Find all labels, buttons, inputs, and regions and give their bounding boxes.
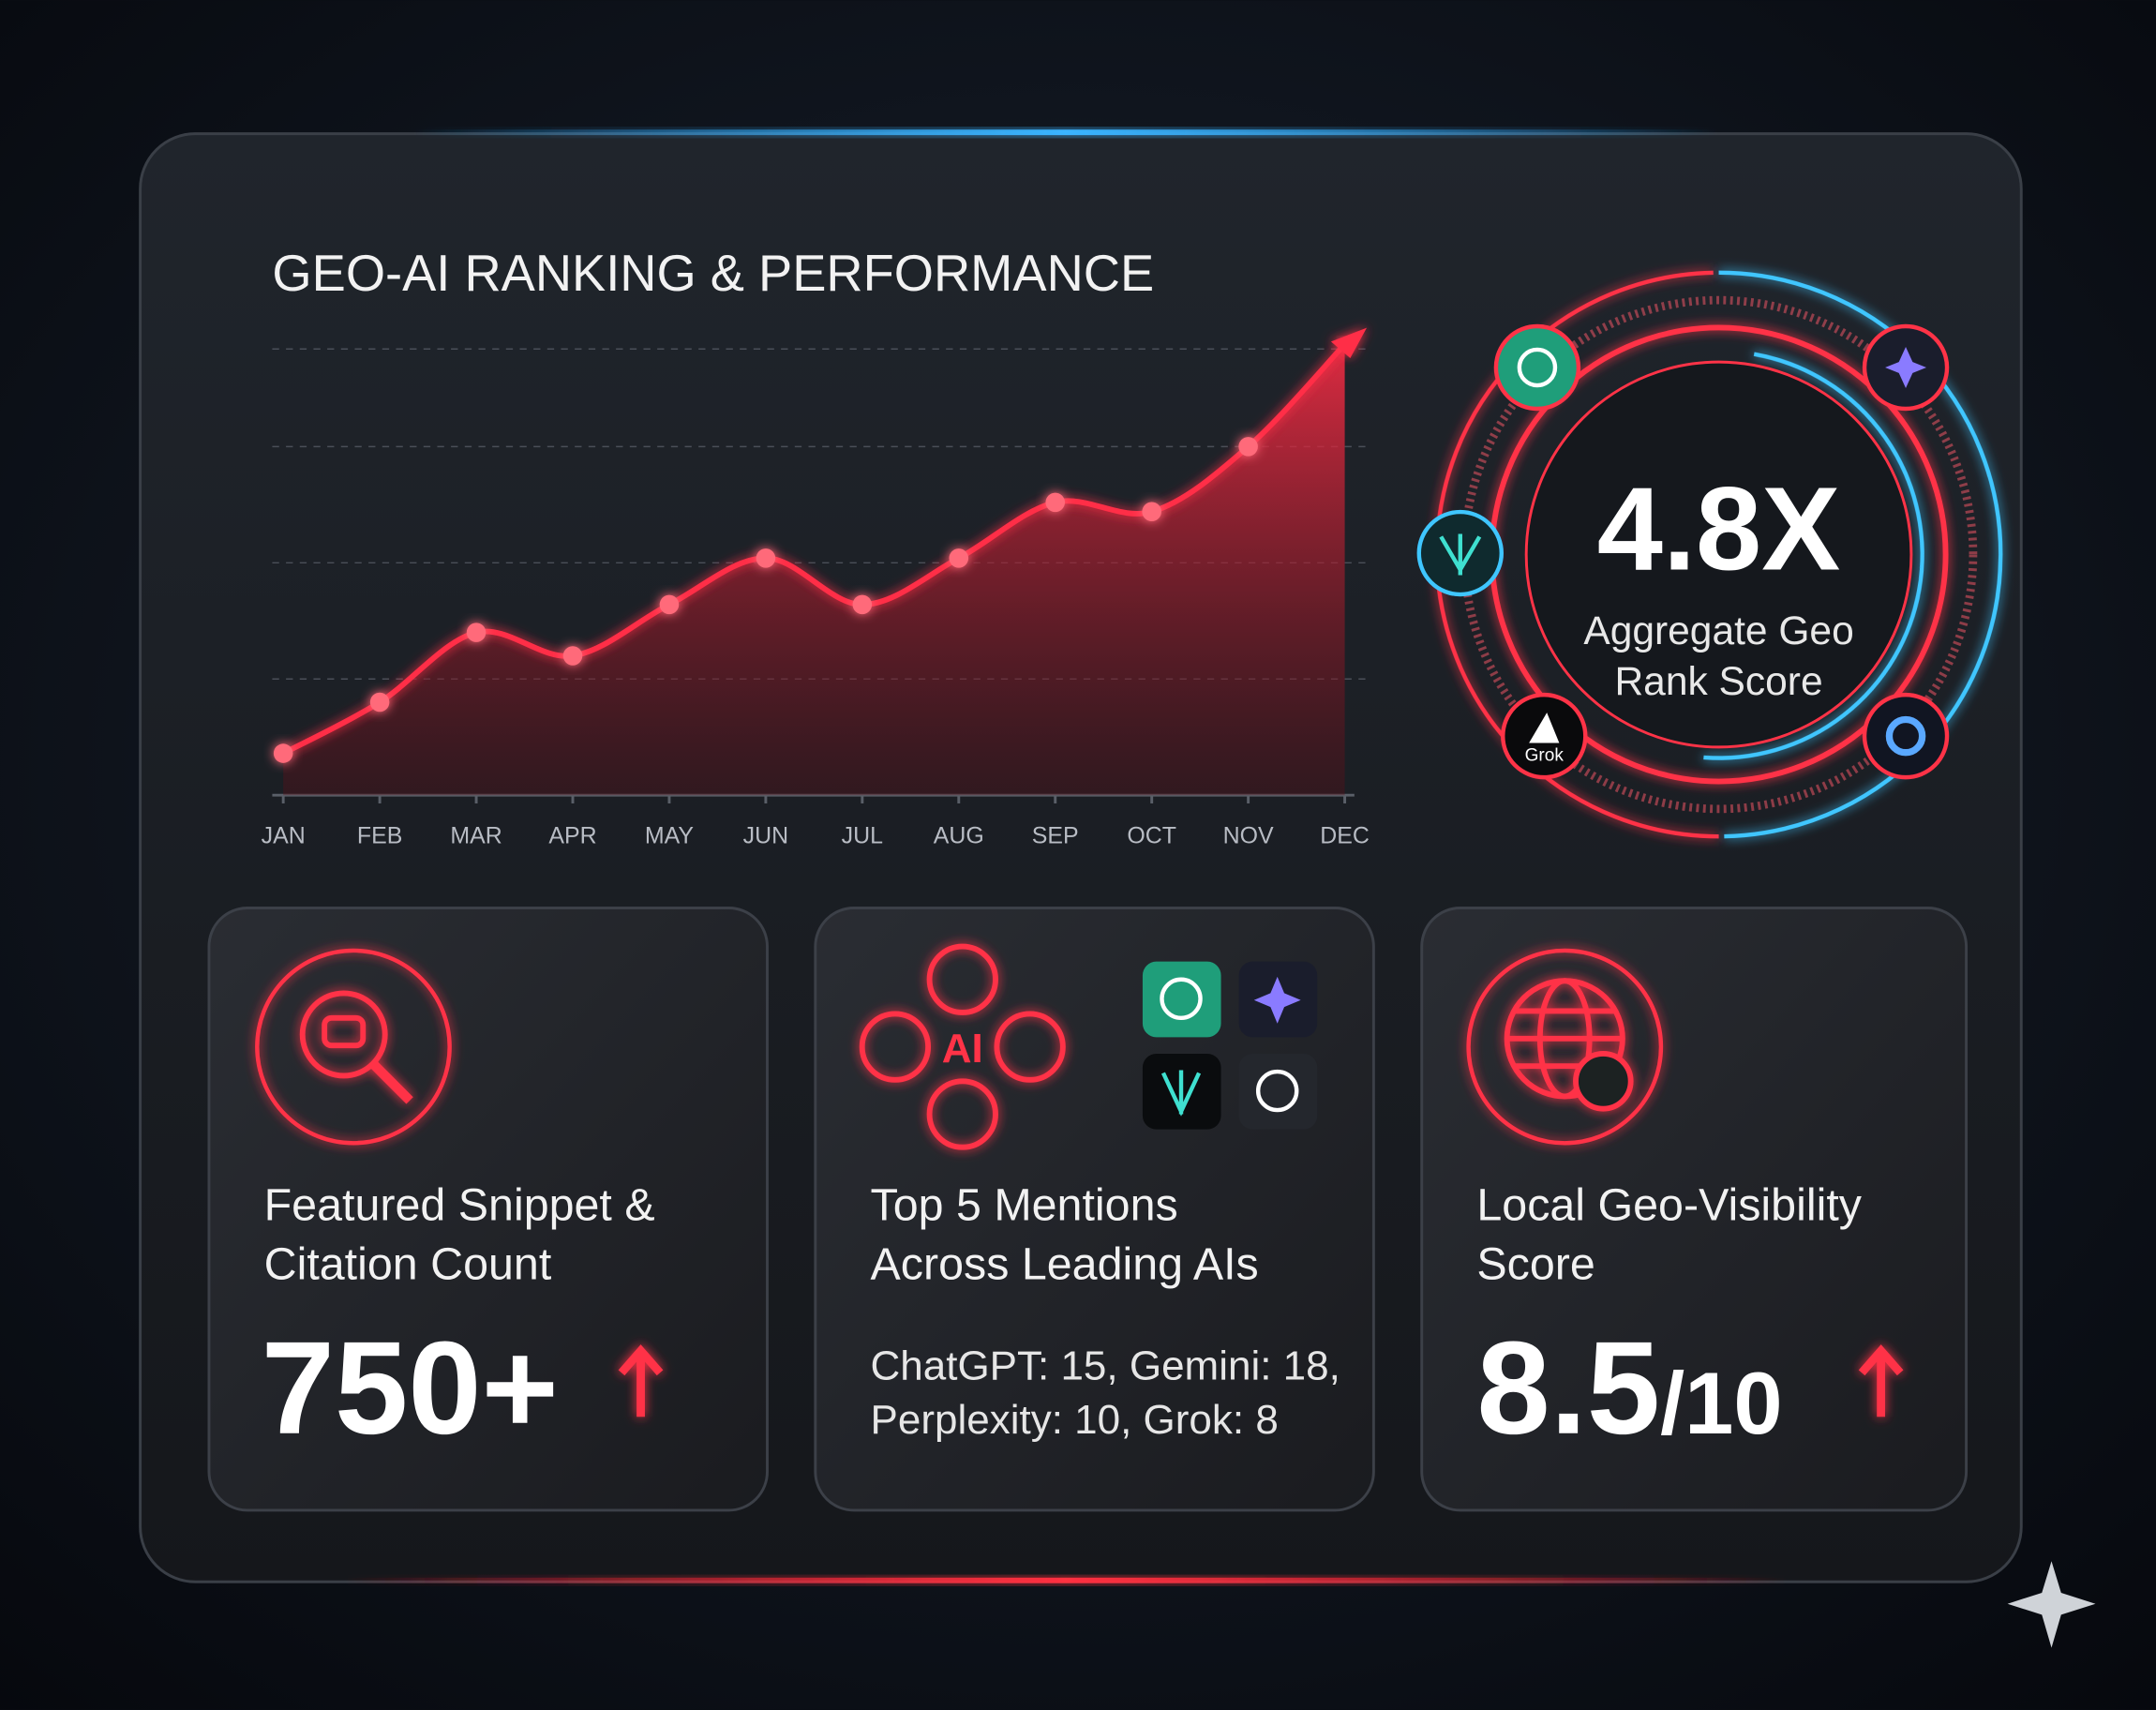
x-tick-label: JUN xyxy=(743,823,788,849)
area xyxy=(283,344,1345,796)
point xyxy=(949,548,969,568)
corner-sparkle xyxy=(2007,1561,2096,1648)
cards xyxy=(207,907,1969,1512)
card-title: Score xyxy=(1476,1239,1595,1290)
card-value: 8.5/10 xyxy=(1476,1314,1782,1462)
card-title: Featured Snippet & xyxy=(264,1179,655,1230)
card-title: Across Leading AIs xyxy=(871,1239,1259,1290)
x-tick-label: MAR xyxy=(450,823,502,849)
card-value-suffix: /10 xyxy=(1660,1354,1782,1452)
arrow-head xyxy=(1330,327,1368,358)
x-tick-label: JAN xyxy=(262,823,306,849)
x-tick-label: FEB xyxy=(357,823,402,849)
score-label: Rank Score xyxy=(1614,659,1822,704)
card-title: Top 5 Mentions xyxy=(871,1179,1178,1230)
point xyxy=(562,646,583,666)
x-tick-label: DEC xyxy=(1320,823,1370,849)
point xyxy=(466,622,487,642)
x-tick-label: SEP xyxy=(1032,823,1079,849)
x-tick-label: JUL xyxy=(842,823,883,849)
chart-title: GEO-AI RANKING & PERFORMANCE xyxy=(272,245,1154,302)
point xyxy=(1142,502,1161,522)
x-tick-label: AUG xyxy=(934,823,984,849)
point xyxy=(1238,437,1258,457)
point xyxy=(369,692,390,712)
score-ring xyxy=(1416,270,2003,839)
point xyxy=(659,594,680,615)
card-detail: Perplexity: 10, Grok: 8 xyxy=(871,1397,1279,1443)
card-title: Local Geo-Visibility xyxy=(1476,1179,1862,1230)
card-value: 750+ xyxy=(262,1314,559,1462)
score-label: Aggregate Geo xyxy=(1583,608,1853,653)
point xyxy=(273,743,293,763)
card-detail: ChatGPT: 15, Gemini: 18, xyxy=(871,1343,1340,1389)
score-value: 4.8X xyxy=(1597,463,1840,595)
x-tick-label: NOV xyxy=(1223,823,1274,849)
x-tick-label: MAY xyxy=(645,823,695,849)
ai-icon-text: AI xyxy=(942,1026,983,1072)
point xyxy=(756,548,776,568)
card-value-main: 8.5 xyxy=(1476,1314,1660,1462)
card-title: Citation Count xyxy=(264,1239,552,1290)
logo-text: Grok xyxy=(1525,746,1565,766)
x-tick-label: OCT xyxy=(1127,823,1176,849)
bottom-glow xyxy=(343,1577,1788,1583)
point xyxy=(1045,492,1065,513)
point xyxy=(852,594,873,615)
x-tick-label: APR xyxy=(548,823,596,849)
top-glow xyxy=(412,129,1719,136)
